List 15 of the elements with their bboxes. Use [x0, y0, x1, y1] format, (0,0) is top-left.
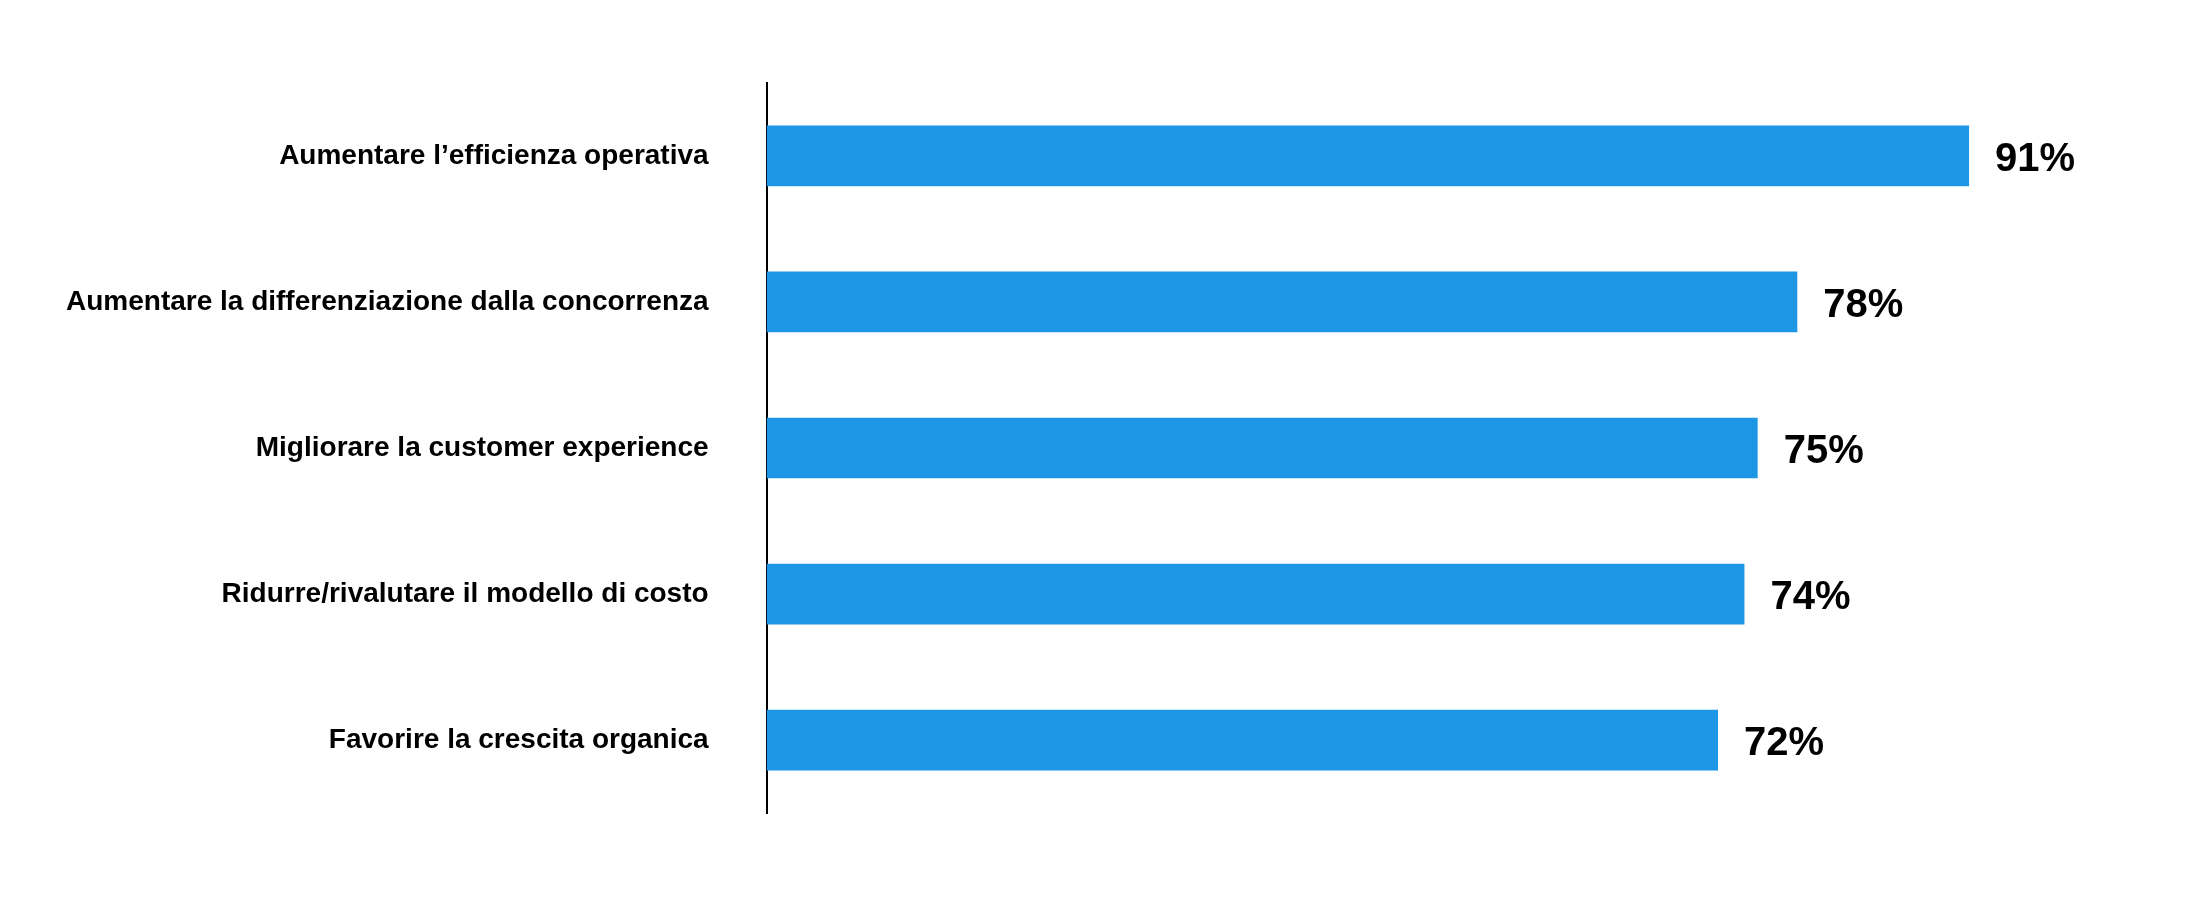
data-label: 91% [1995, 134, 2076, 179]
y-tick-label: Migliorare la customer experience [255, 430, 709, 462]
y-tick-label: Aumentare l’efficienza operativa [279, 138, 710, 170]
bar [766, 709, 1719, 771]
y-tick-label: Favorire la crescita organica [328, 722, 710, 754]
bar [766, 417, 1758, 479]
bar [766, 563, 1745, 625]
y-tick-label: Aumentare la differenziazione dalla concorrenza [65, 284, 710, 316]
data-label: 74% [1770, 573, 1851, 618]
bar [766, 125, 1970, 187]
data-label: 72% [1744, 719, 1825, 764]
bar [766, 271, 1798, 333]
data-label: 75% [1783, 427, 1864, 472]
data-label: 78% [1823, 280, 1904, 325]
y-tick-label: Ridurre/rivalutare il modello di costo [221, 576, 709, 608]
